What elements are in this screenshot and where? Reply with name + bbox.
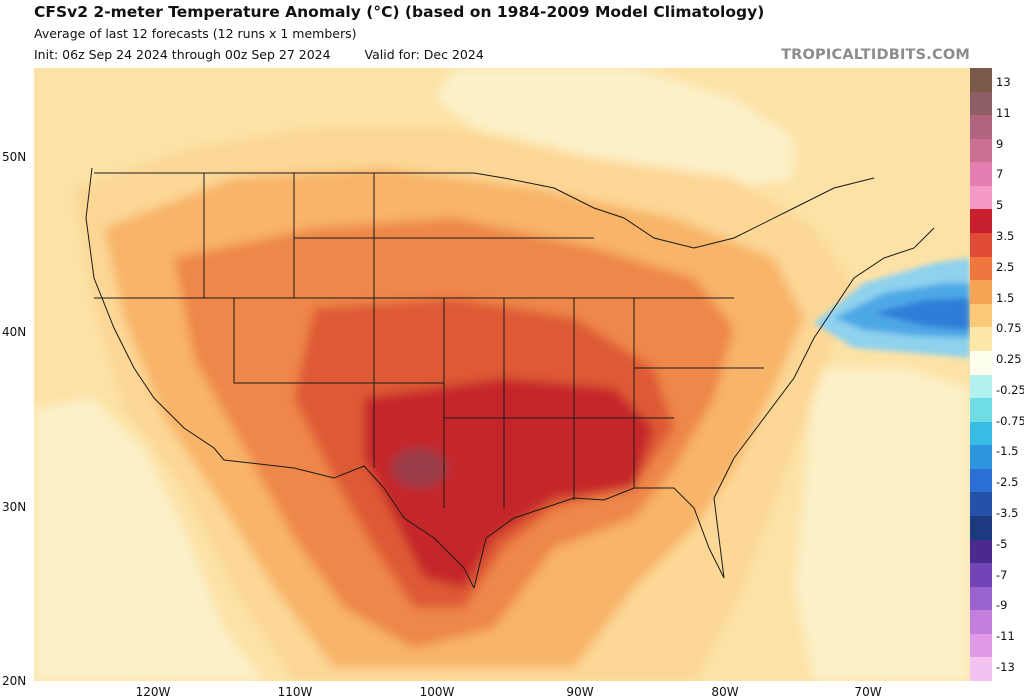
colorbar-label: 7 bbox=[996, 167, 1004, 182]
colorbar-segment bbox=[970, 563, 992, 588]
colorbar-label: 9 bbox=[996, 136, 1004, 151]
anomaly-band-5 bbox=[364, 378, 654, 588]
lon-label-120w: 120W bbox=[135, 685, 171, 699]
state-borders bbox=[85, 167, 935, 589]
colorbar-segment bbox=[970, 68, 992, 93]
colorbar-label: 0.25 bbox=[996, 352, 1022, 367]
colorbar-segment bbox=[970, 350, 992, 375]
colorbar-segment bbox=[970, 162, 992, 187]
colorbar-label: -9 bbox=[996, 598, 1008, 613]
lon-label-90w: 90W bbox=[566, 685, 594, 699]
lat-label-30n: 30N bbox=[2, 500, 27, 514]
colorbar-segment bbox=[970, 256, 992, 281]
colorbar-label: -0.75 bbox=[996, 413, 1024, 428]
forecast-info: Init: 06z Sep 24 2024 through 00z Sep 27… bbox=[34, 47, 514, 62]
map-subtitle: Average of last 12 forecasts (12 runs x … bbox=[34, 26, 357, 41]
colorbar-label: 2.5 bbox=[996, 259, 1015, 274]
colorbar-segment bbox=[970, 138, 992, 163]
anomaly-band-light-atlantic bbox=[794, 368, 970, 681]
map-title: CFSv2 2-meter Temperature Anomaly (°C) (… bbox=[34, 3, 765, 21]
colorbar-label: 0.75 bbox=[996, 321, 1022, 336]
colorbar-label: 1.5 bbox=[996, 290, 1015, 305]
colorbar-label: 11 bbox=[996, 105, 1011, 120]
colorbar-label: -3.5 bbox=[996, 506, 1019, 521]
colorbar-label: 3.5 bbox=[996, 228, 1015, 243]
state-line-3 bbox=[233, 298, 445, 384]
colorbar-segment bbox=[970, 209, 992, 234]
coastline-west bbox=[85, 167, 225, 461]
colorbar-segment bbox=[970, 327, 992, 352]
colorbar-segment bbox=[970, 586, 992, 611]
lat-label-20n: 20N bbox=[2, 674, 27, 688]
colorbar-segment bbox=[970, 445, 992, 470]
lon-label-110w: 110W bbox=[277, 685, 313, 699]
anomaly-band-light-northeast bbox=[434, 68, 794, 188]
colorbar-segment bbox=[970, 421, 992, 446]
lat-label-50n: 50N bbox=[2, 150, 27, 164]
canada-border bbox=[94, 172, 875, 249]
colorbar-segment bbox=[970, 610, 992, 635]
us-mexico-border bbox=[223, 459, 475, 589]
lon-label-70w: 70W bbox=[854, 685, 882, 699]
colorbar-label: -7 bbox=[996, 567, 1008, 582]
colorbar-segment bbox=[970, 374, 992, 399]
colorbar-segment bbox=[970, 398, 992, 423]
colorbar-segment bbox=[970, 492, 992, 517]
init-time: Init: 06z Sep 24 2024 through 00z Sep 27… bbox=[34, 47, 331, 62]
anomaly-map bbox=[34, 68, 970, 681]
colorbar-segment bbox=[970, 468, 992, 493]
colorbar-label: -1.5 bbox=[996, 444, 1019, 459]
colorbar-label: -2.5 bbox=[996, 475, 1019, 490]
anomaly-band-7 bbox=[391, 448, 447, 488]
atlantic-coast bbox=[713, 227, 935, 499]
colorbar-segment bbox=[970, 233, 992, 258]
colorbar-label: -5 bbox=[996, 536, 1008, 551]
colorbar-label: -13 bbox=[996, 660, 1015, 674]
colorbar-label: -0.25 bbox=[996, 382, 1024, 397]
colorbar-label: -11 bbox=[996, 629, 1015, 644]
colorbar-segment bbox=[970, 303, 992, 328]
lon-label-100w: 100W bbox=[419, 685, 455, 699]
brand-watermark[interactable]: TROPICALTIDBITS.COM bbox=[781, 47, 970, 63]
colorbar-segment bbox=[970, 539, 992, 564]
colorbar-segment bbox=[970, 280, 992, 305]
colorbar-segment bbox=[970, 91, 992, 116]
lat-label-40n: 40N bbox=[2, 325, 27, 339]
anomaly-band-light-pacific bbox=[34, 398, 264, 681]
colorbar-segment bbox=[970, 515, 992, 541]
colorbar-segment bbox=[970, 185, 992, 210]
colorbar-segment bbox=[970, 633, 992, 658]
lon-label-80w: 80W bbox=[711, 685, 739, 699]
colorbar-label: 13 bbox=[996, 75, 1011, 89]
colorbar bbox=[970, 68, 992, 682]
colorbar-segment bbox=[970, 657, 992, 682]
cool-anomaly-core bbox=[874, 298, 970, 330]
colorbar-segment bbox=[970, 115, 992, 140]
valid-time: Valid for: Dec 2024 bbox=[364, 47, 484, 62]
colorbar-label: 5 bbox=[996, 198, 1004, 213]
